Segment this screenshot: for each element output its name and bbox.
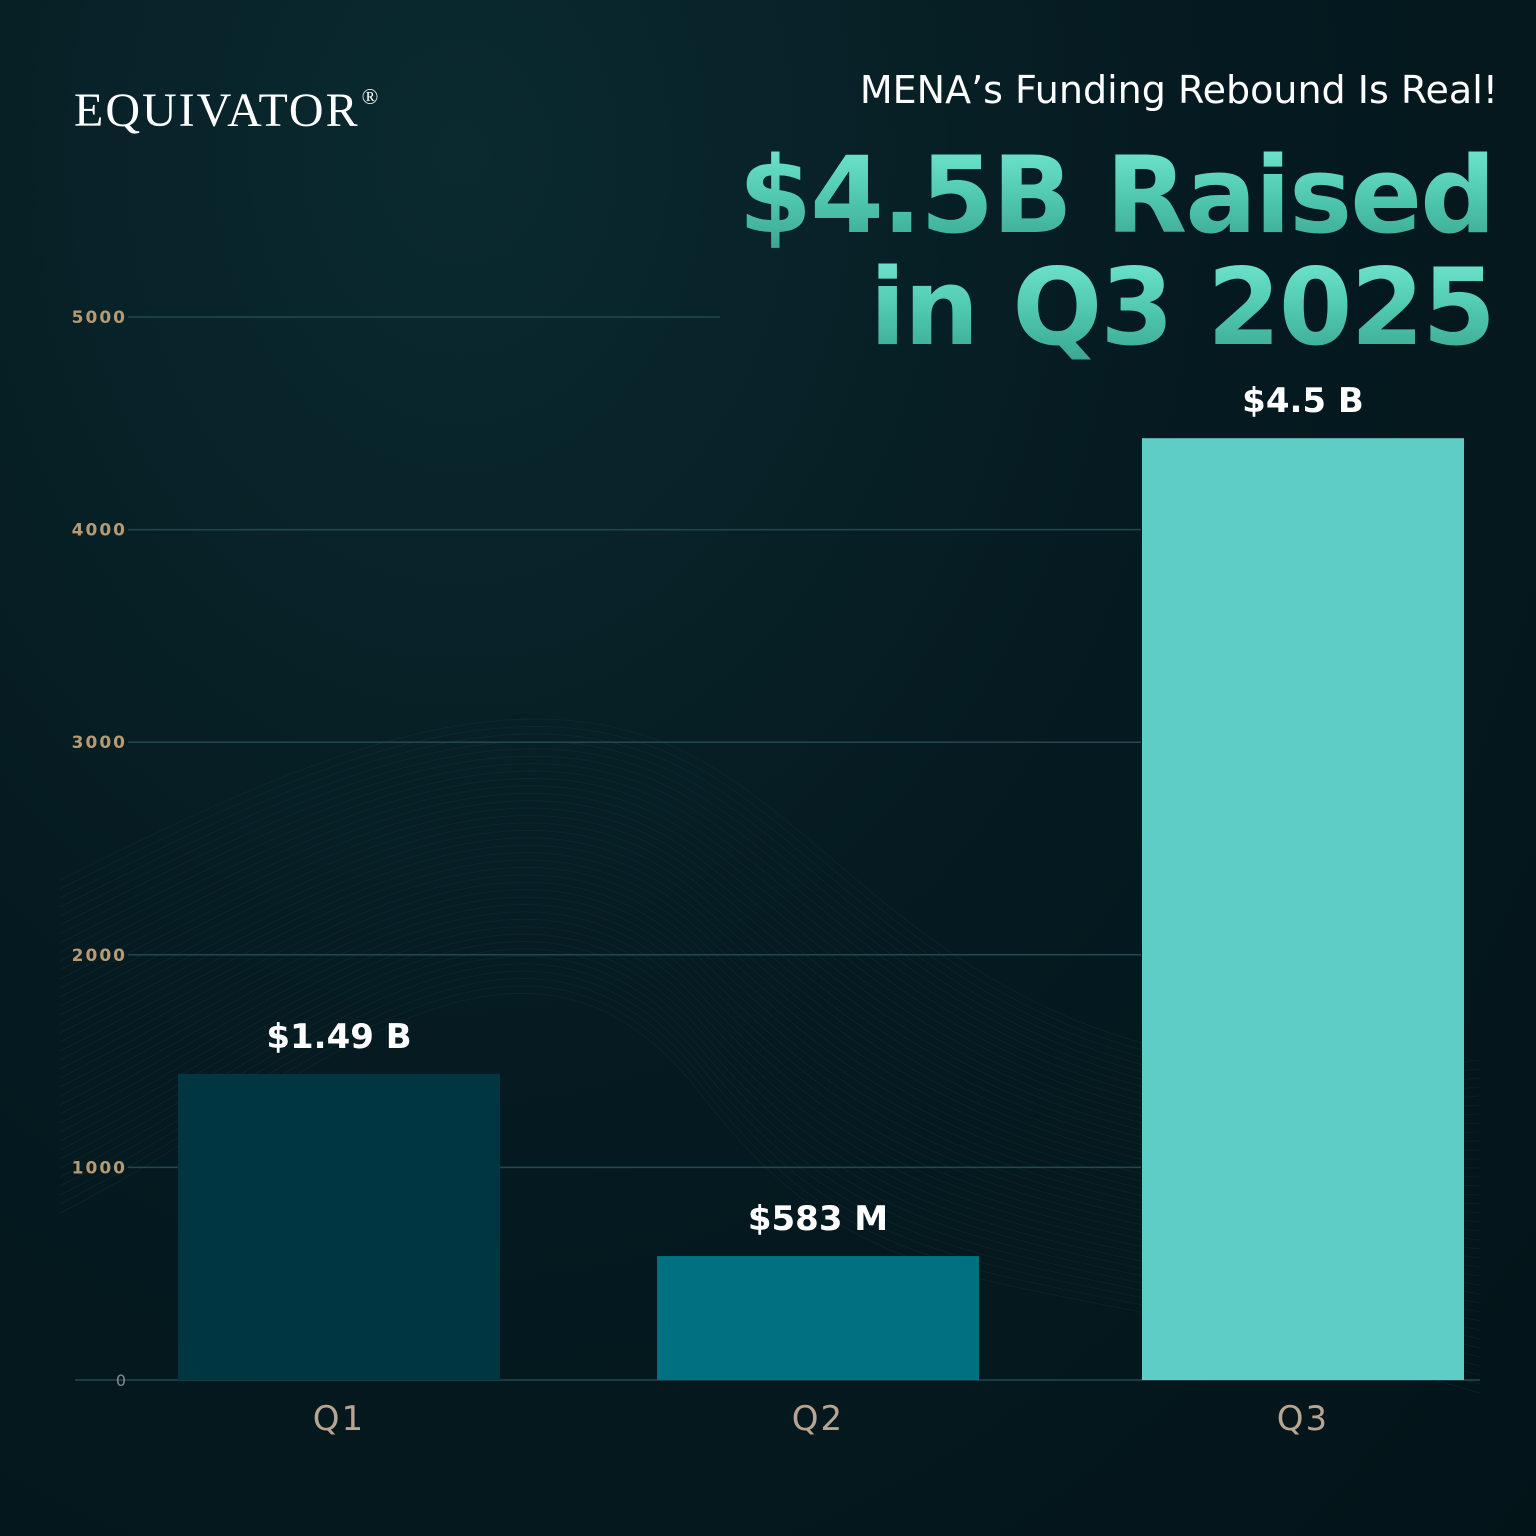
- wave-line: [59, 837, 1481, 1205]
- bar-q1: [178, 1073, 500, 1380]
- category-label-q3: Q3: [1277, 1399, 1329, 1439]
- wave-line: [59, 955, 1481, 1349]
- y-axis-ticks: 0 1000 2000 3000 4000 5000: [72, 308, 127, 1390]
- wave-line: [59, 733, 1481, 1086]
- y-tick-label: 1000: [72, 1158, 127, 1178]
- wave-line: [59, 785, 1481, 1143]
- y-tick-label: 3000: [72, 733, 127, 753]
- registered-mark: ®: [361, 84, 381, 109]
- y-tick-label: 2000: [72, 946, 127, 966]
- wave-line: [59, 903, 1481, 1286]
- wave-line: [59, 881, 1481, 1259]
- wave-line: [59, 755, 1481, 1109]
- background-wave-pattern: [59, 718, 1481, 1394]
- wave-line: [59, 726, 1481, 1078]
- wave-line: [59, 748, 1481, 1101]
- wave-line: [59, 800, 1481, 1160]
- wave-line: [59, 718, 1481, 1070]
- wave-line: [59, 963, 1481, 1358]
- wave-line: [59, 807, 1481, 1169]
- y-tick-label: 5000: [72, 308, 127, 328]
- data-label-q1: $1.49 B: [266, 1017, 411, 1057]
- wave-line: [59, 978, 1481, 1376]
- wave-line: [59, 822, 1481, 1187]
- bar-q2: [657, 1256, 979, 1380]
- wave-line: [59, 859, 1481, 1232]
- headline-line-2: in Q3 2025: [738, 252, 1496, 364]
- category-label-q2: Q2: [792, 1399, 844, 1439]
- wave-line: [59, 874, 1481, 1250]
- headline-line-1: $4.5B Raised: [738, 134, 1496, 257]
- wave-line: [59, 866, 1481, 1241]
- brand-logo: EQUIVATOR®: [74, 62, 381, 137]
- wave-line: [59, 918, 1481, 1304]
- wave-line: [59, 896, 1481, 1277]
- bars: [178, 438, 1464, 1380]
- wave-line: [59, 844, 1481, 1214]
- wave-line: [59, 985, 1481, 1385]
- wave-line: [59, 829, 1481, 1196]
- wave-line: [59, 933, 1481, 1322]
- bar-q3: [1142, 438, 1464, 1380]
- chart-headline: $4.5B Raised in Q3 2025: [738, 134, 1496, 364]
- x-axis-categories: Q1 Q2 Q3: [313, 1399, 1329, 1439]
- data-label-q3: $4.5 B: [1242, 381, 1364, 421]
- wave-line: [59, 777, 1481, 1134]
- wave-line: [59, 970, 1481, 1367]
- wave-line: [59, 740, 1481, 1093]
- wave-line: [59, 889, 1481, 1268]
- brand-name: EQUIVATOR: [74, 84, 360, 137]
- wave-line: [59, 770, 1481, 1126]
- wave-line: [59, 926, 1481, 1313]
- wave-line: [59, 911, 1481, 1295]
- wave-line: [59, 763, 1481, 1118]
- chart-subtitle: MENA’s Funding Rebound Is Real!: [859, 68, 1498, 112]
- category-label-q1: Q1: [313, 1399, 365, 1439]
- data-labels: $1.49 B $583 M $4.5 B: [266, 381, 1363, 1239]
- wave-line: [59, 948, 1481, 1340]
- wave-line: [59, 941, 1481, 1331]
- wave-line: [59, 815, 1481, 1178]
- wave-line: [59, 792, 1481, 1151]
- data-label-q2: $583 M: [748, 1199, 888, 1239]
- y-tick-label: 0: [116, 1371, 126, 1390]
- y-tick-label: 4000: [72, 521, 127, 541]
